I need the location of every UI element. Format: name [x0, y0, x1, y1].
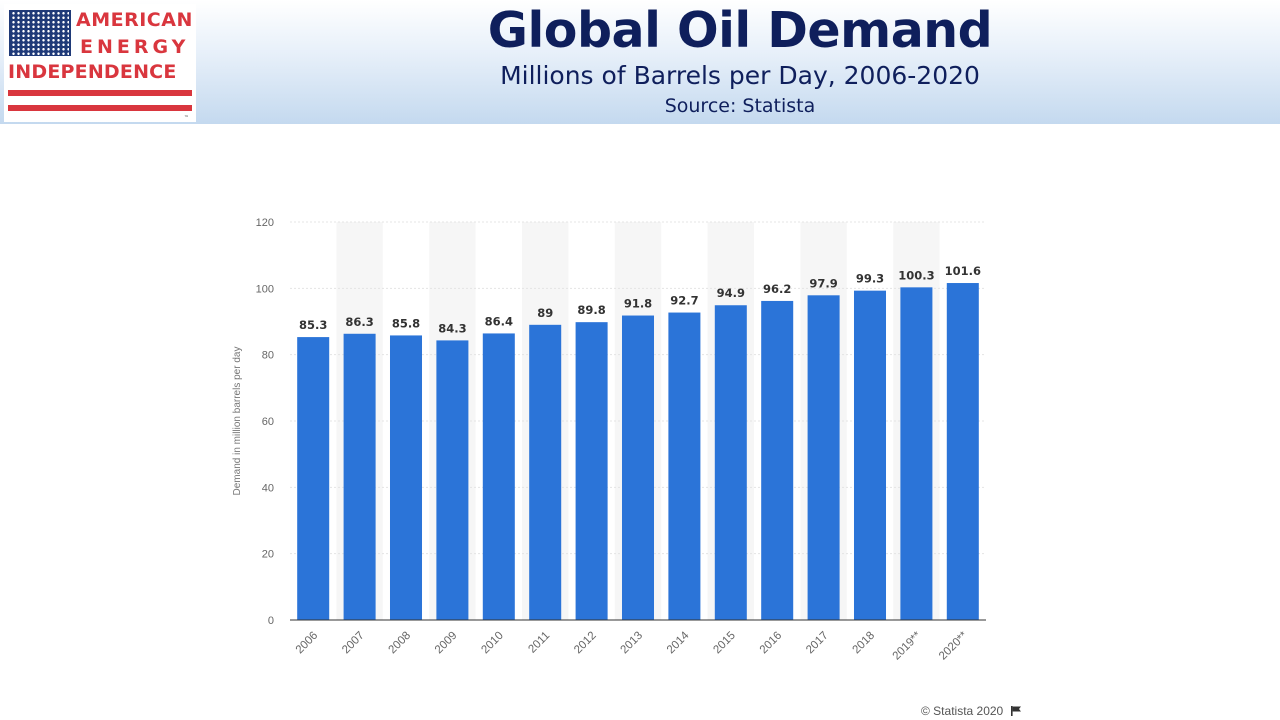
- data-label: 97.9: [809, 276, 837, 290]
- data-label: 91.8: [624, 297, 652, 311]
- bar: [946, 283, 979, 620]
- x-tick-label: 2008: [387, 630, 414, 657]
- bar: [343, 333, 376, 620]
- x-tick-label: 2013: [619, 630, 646, 657]
- source-note: Source: Statista: [664, 95, 816, 117]
- trademark-symbol: ™: [184, 115, 189, 121]
- data-label: 86.3: [345, 315, 373, 329]
- flag-report-icon: [1010, 706, 1021, 716]
- bar: [482, 333, 515, 620]
- x-tick-label: 2018: [851, 630, 878, 657]
- data-label: 96.2: [763, 282, 791, 296]
- header-banner: AMERICAN ENERGY INDEPENDENCE ™ Global Oi…: [0, 0, 1280, 124]
- data-label: 94.9: [717, 286, 745, 300]
- data-label: 100.3: [898, 268, 934, 282]
- y-tick-label: 0: [268, 615, 274, 627]
- x-tick-label: 2016: [758, 630, 785, 657]
- x-tick-label: 2006: [294, 630, 321, 657]
- y-tick-label: 40: [262, 482, 274, 494]
- data-label: 85.8: [392, 316, 420, 330]
- x-tick-label: 2007: [340, 630, 367, 657]
- flag-icon: [9, 10, 71, 56]
- bar: [900, 287, 933, 620]
- logo-line-1: AMERICAN: [76, 9, 193, 31]
- x-tick-label: 2010: [479, 630, 506, 657]
- y-tick-label: 120: [256, 217, 274, 229]
- credit-text: © Statista 2020: [921, 704, 1004, 718]
- bar: [714, 305, 747, 620]
- bar: [389, 335, 423, 620]
- y-tick-label: 60: [262, 416, 274, 428]
- data-label: 86.4: [485, 314, 513, 328]
- logo: AMERICAN ENERGY INDEPENDENCE ™: [4, 4, 196, 122]
- y-tick-label: 100: [256, 283, 274, 295]
- x-tick-label: 2011: [526, 630, 552, 656]
- bar: [436, 340, 469, 620]
- bar: [668, 312, 701, 620]
- data-label: 84.3: [438, 321, 466, 335]
- x-tick-label: 2012: [572, 630, 599, 657]
- statista-credit[interactable]: © Statista 2020: [921, 704, 1022, 718]
- x-tick-label: 2019**: [891, 629, 924, 662]
- x-tick-label: 2015: [711, 630, 738, 657]
- x-tick-label: 2017: [804, 630, 831, 657]
- y-axis-label: Demand in million barrels per day: [232, 347, 243, 496]
- data-label: 89: [537, 306, 553, 320]
- x-tick-label: 2014: [665, 629, 692, 656]
- bar: [529, 324, 562, 620]
- data-label: 89.8: [577, 303, 605, 317]
- bar: [621, 315, 655, 620]
- logo-stripe: [8, 105, 192, 111]
- data-label: 99.3: [856, 272, 884, 286]
- page-title: Global Oil Demand: [487, 2, 993, 59]
- page-subtitle: Millions of Barrels per Day, 2006-2020: [500, 61, 980, 90]
- logo-line-3: INDEPENDENCE: [8, 61, 177, 83]
- data-label: 101.6: [945, 264, 981, 278]
- y-tick-label: 20: [262, 549, 274, 561]
- x-tick-label: 2009: [433, 630, 460, 657]
- data-label: 92.7: [670, 294, 698, 308]
- bar: [297, 337, 330, 620]
- logo-stripe: [8, 90, 192, 96]
- x-tick-label: 2020**: [937, 629, 970, 662]
- bar: [761, 300, 794, 620]
- bar: [807, 295, 840, 620]
- bar: [853, 290, 887, 620]
- data-label: 85.3: [299, 318, 327, 332]
- logo-line-2: ENERGY: [80, 36, 190, 58]
- bar: [575, 322, 608, 620]
- y-tick-label: 80: [262, 350, 274, 362]
